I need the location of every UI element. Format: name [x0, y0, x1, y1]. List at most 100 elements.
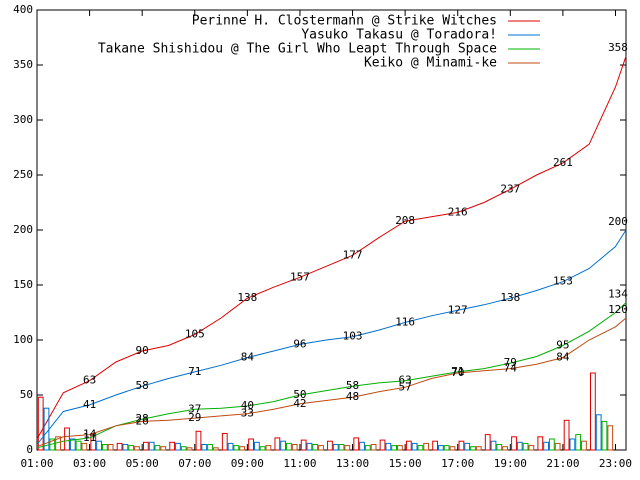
series-line	[36, 302, 627, 449]
increment-bar	[543, 441, 549, 451]
increment-bar	[432, 440, 439, 451]
data-label: 95	[556, 339, 569, 352]
increment-bar	[207, 444, 213, 451]
x-tick-label: 19:00	[494, 457, 527, 470]
y-tick-label: 350	[13, 58, 33, 71]
increment-bar	[286, 442, 292, 451]
data-label: 42	[293, 397, 306, 410]
legend-label: Yasuko Takasu @ Toradora!	[301, 28, 497, 43]
increment-bar	[212, 447, 219, 451]
increment-bar	[484, 434, 491, 451]
increment-bar	[405, 440, 412, 451]
x-tick-label: 17:00	[441, 457, 474, 470]
increment-bar	[496, 444, 503, 451]
increment-bar	[449, 446, 456, 451]
data-label: 71	[188, 365, 201, 378]
increment-bar	[134, 446, 140, 451]
x-tick-label: 05:00	[126, 457, 159, 470]
data-label: 11	[83, 431, 96, 444]
data-label: 41	[83, 398, 96, 411]
increment-bar	[601, 420, 608, 451]
series-line	[36, 317, 627, 448]
x-tick-label: 15:00	[389, 457, 422, 470]
increment-bar	[490, 440, 497, 451]
increment-bar	[438, 445, 444, 451]
x-tick-label: 01:00	[20, 457, 53, 470]
increment-bar	[581, 440, 587, 451]
data-label: 84	[241, 351, 255, 364]
increment-bar	[548, 438, 555, 451]
data-label: 153	[553, 275, 573, 288]
increment-bar	[101, 444, 108, 451]
increment-bar	[186, 447, 193, 451]
increment-bar	[511, 436, 517, 451]
increment-bar	[379, 439, 386, 451]
data-label: 26	[136, 414, 149, 427]
data-label: 358	[608, 41, 628, 54]
data-label: 96	[293, 337, 306, 350]
series-line	[36, 56, 627, 440]
x-tick-label: 23:00	[599, 457, 632, 470]
data-label: 208	[395, 214, 415, 227]
increment-bar	[69, 438, 76, 451]
data-label: 84	[556, 351, 570, 364]
increment-bar	[75, 440, 82, 451]
increment-bar	[64, 427, 70, 451]
increment-bar	[522, 442, 529, 451]
increment-bar	[590, 372, 596, 451]
data-label: 58	[346, 379, 359, 392]
increment-bar	[318, 445, 324, 451]
increment-bar	[554, 442, 561, 451]
legend-label: Takane Shishidou @ The Girl Who Leapt Th…	[98, 42, 497, 57]
increment-bar	[312, 444, 319, 451]
increment-bar	[359, 441, 365, 451]
increment-bar	[160, 446, 167, 451]
data-label: 237	[500, 182, 520, 195]
plot-border	[36, 9, 627, 451]
increment-bar	[259, 446, 266, 451]
increment-bar	[253, 441, 260, 451]
increment-bar	[274, 437, 281, 451]
data-label: 134	[608, 288, 628, 301]
increment-bar	[396, 445, 403, 451]
increment-bar	[180, 446, 187, 451]
x-tick-label: 11:00	[283, 457, 316, 470]
data-label: 48	[346, 390, 359, 403]
increment-bar	[423, 442, 430, 451]
x-tick-label: 21:00	[546, 457, 579, 470]
increment-bar	[96, 440, 102, 451]
increment-bar	[327, 440, 333, 451]
increment-bar	[502, 446, 508, 451]
x-tick-label: 09:00	[231, 457, 264, 470]
increment-bar	[265, 445, 272, 451]
y-tick-label: 400	[13, 3, 33, 16]
x-tick-label: 13:00	[336, 457, 369, 470]
increment-bar	[411, 442, 418, 451]
increment-bar	[458, 440, 465, 451]
increment-bar	[385, 442, 392, 451]
increment-bar	[475, 446, 482, 451]
increment-bar	[227, 442, 234, 451]
increment-bar	[37, 396, 44, 451]
increment-bar	[233, 445, 240, 451]
data-label: 14	[83, 428, 97, 441]
increment-bar	[55, 436, 61, 451]
increment-bar	[142, 441, 149, 451]
increment-bar	[201, 444, 208, 451]
data-label: 33	[241, 407, 254, 420]
increment-bar	[81, 442, 88, 451]
x-tick-label: 03:00	[73, 457, 106, 470]
increment-bar	[300, 439, 307, 451]
increment-bar	[306, 442, 313, 451]
increment-bar	[169, 441, 176, 451]
data-label: 58	[136, 379, 149, 392]
increment-bar	[154, 445, 161, 451]
data-label: 63	[399, 374, 412, 387]
increment-bar	[195, 430, 202, 451]
increment-bar	[175, 442, 181, 451]
y-tick-label: 300	[13, 113, 33, 126]
increment-bar	[107, 444, 114, 451]
data-label: 105	[185, 328, 205, 341]
